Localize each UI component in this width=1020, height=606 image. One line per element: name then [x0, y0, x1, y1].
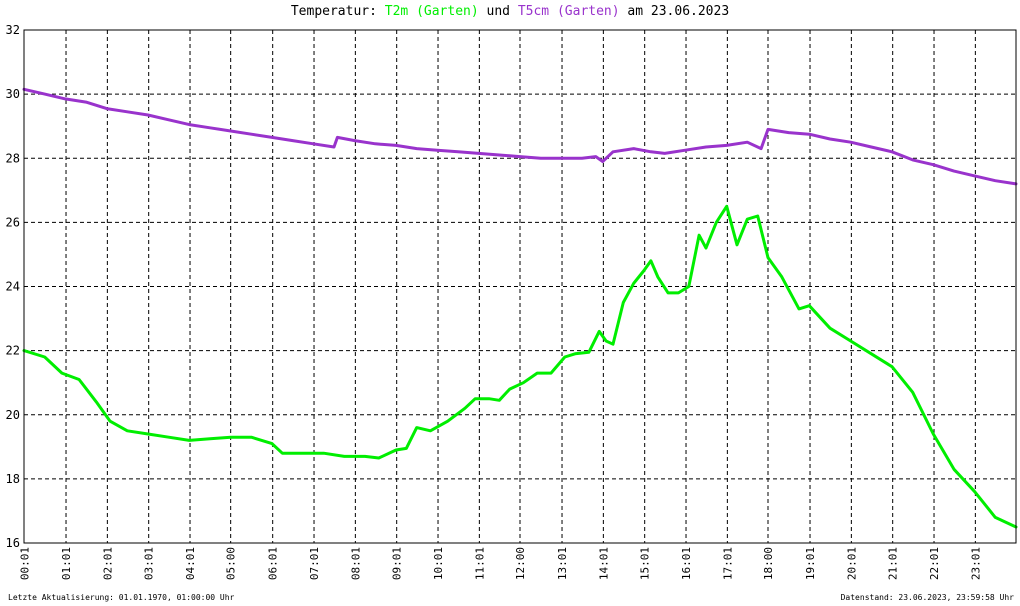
title-series-t5cm: T5cm (Garten) [517, 4, 620, 19]
x-tick-label: 00:01 [19, 547, 32, 580]
y-tick-label: 24 [6, 280, 20, 294]
x-tick-label: 06:01 [267, 547, 280, 580]
x-tick-label: 10:01 [432, 547, 445, 580]
footer-data-status: Datenstand: 23.06.2023, 23:59:58 Uhr [840, 593, 1014, 602]
x-tick-label: 05:00 [225, 547, 238, 580]
x-tick-label: 07:01 [308, 547, 321, 580]
x-tick-label: 13:01 [556, 547, 569, 580]
x-tick-label: 21:01 [887, 547, 900, 580]
x-tick-label: 23:01 [969, 547, 982, 580]
x-tick-label: 15:01 [639, 547, 652, 580]
x-tick-label: 22:01 [928, 547, 941, 580]
y-tick-label: 32 [6, 23, 20, 37]
x-tick-label: 11:01 [473, 547, 486, 580]
series-lines [22, 87, 1018, 529]
x-tick-label: 04:01 [184, 547, 197, 580]
y-tick-label: 18 [6, 472, 20, 486]
y-tick-label: 30 [6, 87, 20, 101]
series-t5cm-line [22, 87, 1018, 186]
x-tick-label: 19:01 [804, 547, 817, 580]
x-tick-label: 02:01 [101, 547, 114, 580]
y-tick-label: 16 [6, 536, 20, 550]
x-tick-label: 16:01 [680, 547, 693, 580]
y-tick-label: 26 [6, 215, 20, 229]
title-prefix: Temperatur: [290, 4, 377, 19]
y-tick-label: 28 [6, 151, 20, 165]
chart-title: Temperatur: T2m (Garten) und T5cm (Garte… [0, 4, 1020, 19]
x-tick-label: 12:00 [514, 547, 527, 580]
x-tick-label: 20:01 [845, 547, 858, 580]
x-tick-label: 14:01 [597, 547, 610, 580]
y-tick-label: 20 [6, 408, 20, 422]
title-suffix: am 23.06.2023 [627, 4, 730, 19]
x-tick-label: 01:01 [60, 547, 73, 580]
x-tick-label: 17:01 [721, 547, 734, 580]
grid-lines [24, 30, 1016, 543]
y-tick-label: 22 [6, 344, 20, 358]
x-tick-label: 03:01 [143, 547, 156, 580]
title-series-t2m: T2m (Garten) [384, 4, 479, 19]
footer-last-update: Letzte Aktualisierung: 01.01.1970, 01:00… [8, 593, 235, 602]
series-t2m-line [22, 204, 1018, 529]
axes: 16 18 20 22 24 26 28 30 32 00:01 01:01 02:01 03:01 04… [6, 23, 1017, 580]
x-tick-label: 18:00 [762, 547, 775, 580]
title-connector: und [486, 4, 510, 19]
x-tick-label: 09:01 [391, 547, 404, 580]
x-tick-label: 08:01 [349, 547, 362, 580]
plot-border [23, 29, 1017, 544]
